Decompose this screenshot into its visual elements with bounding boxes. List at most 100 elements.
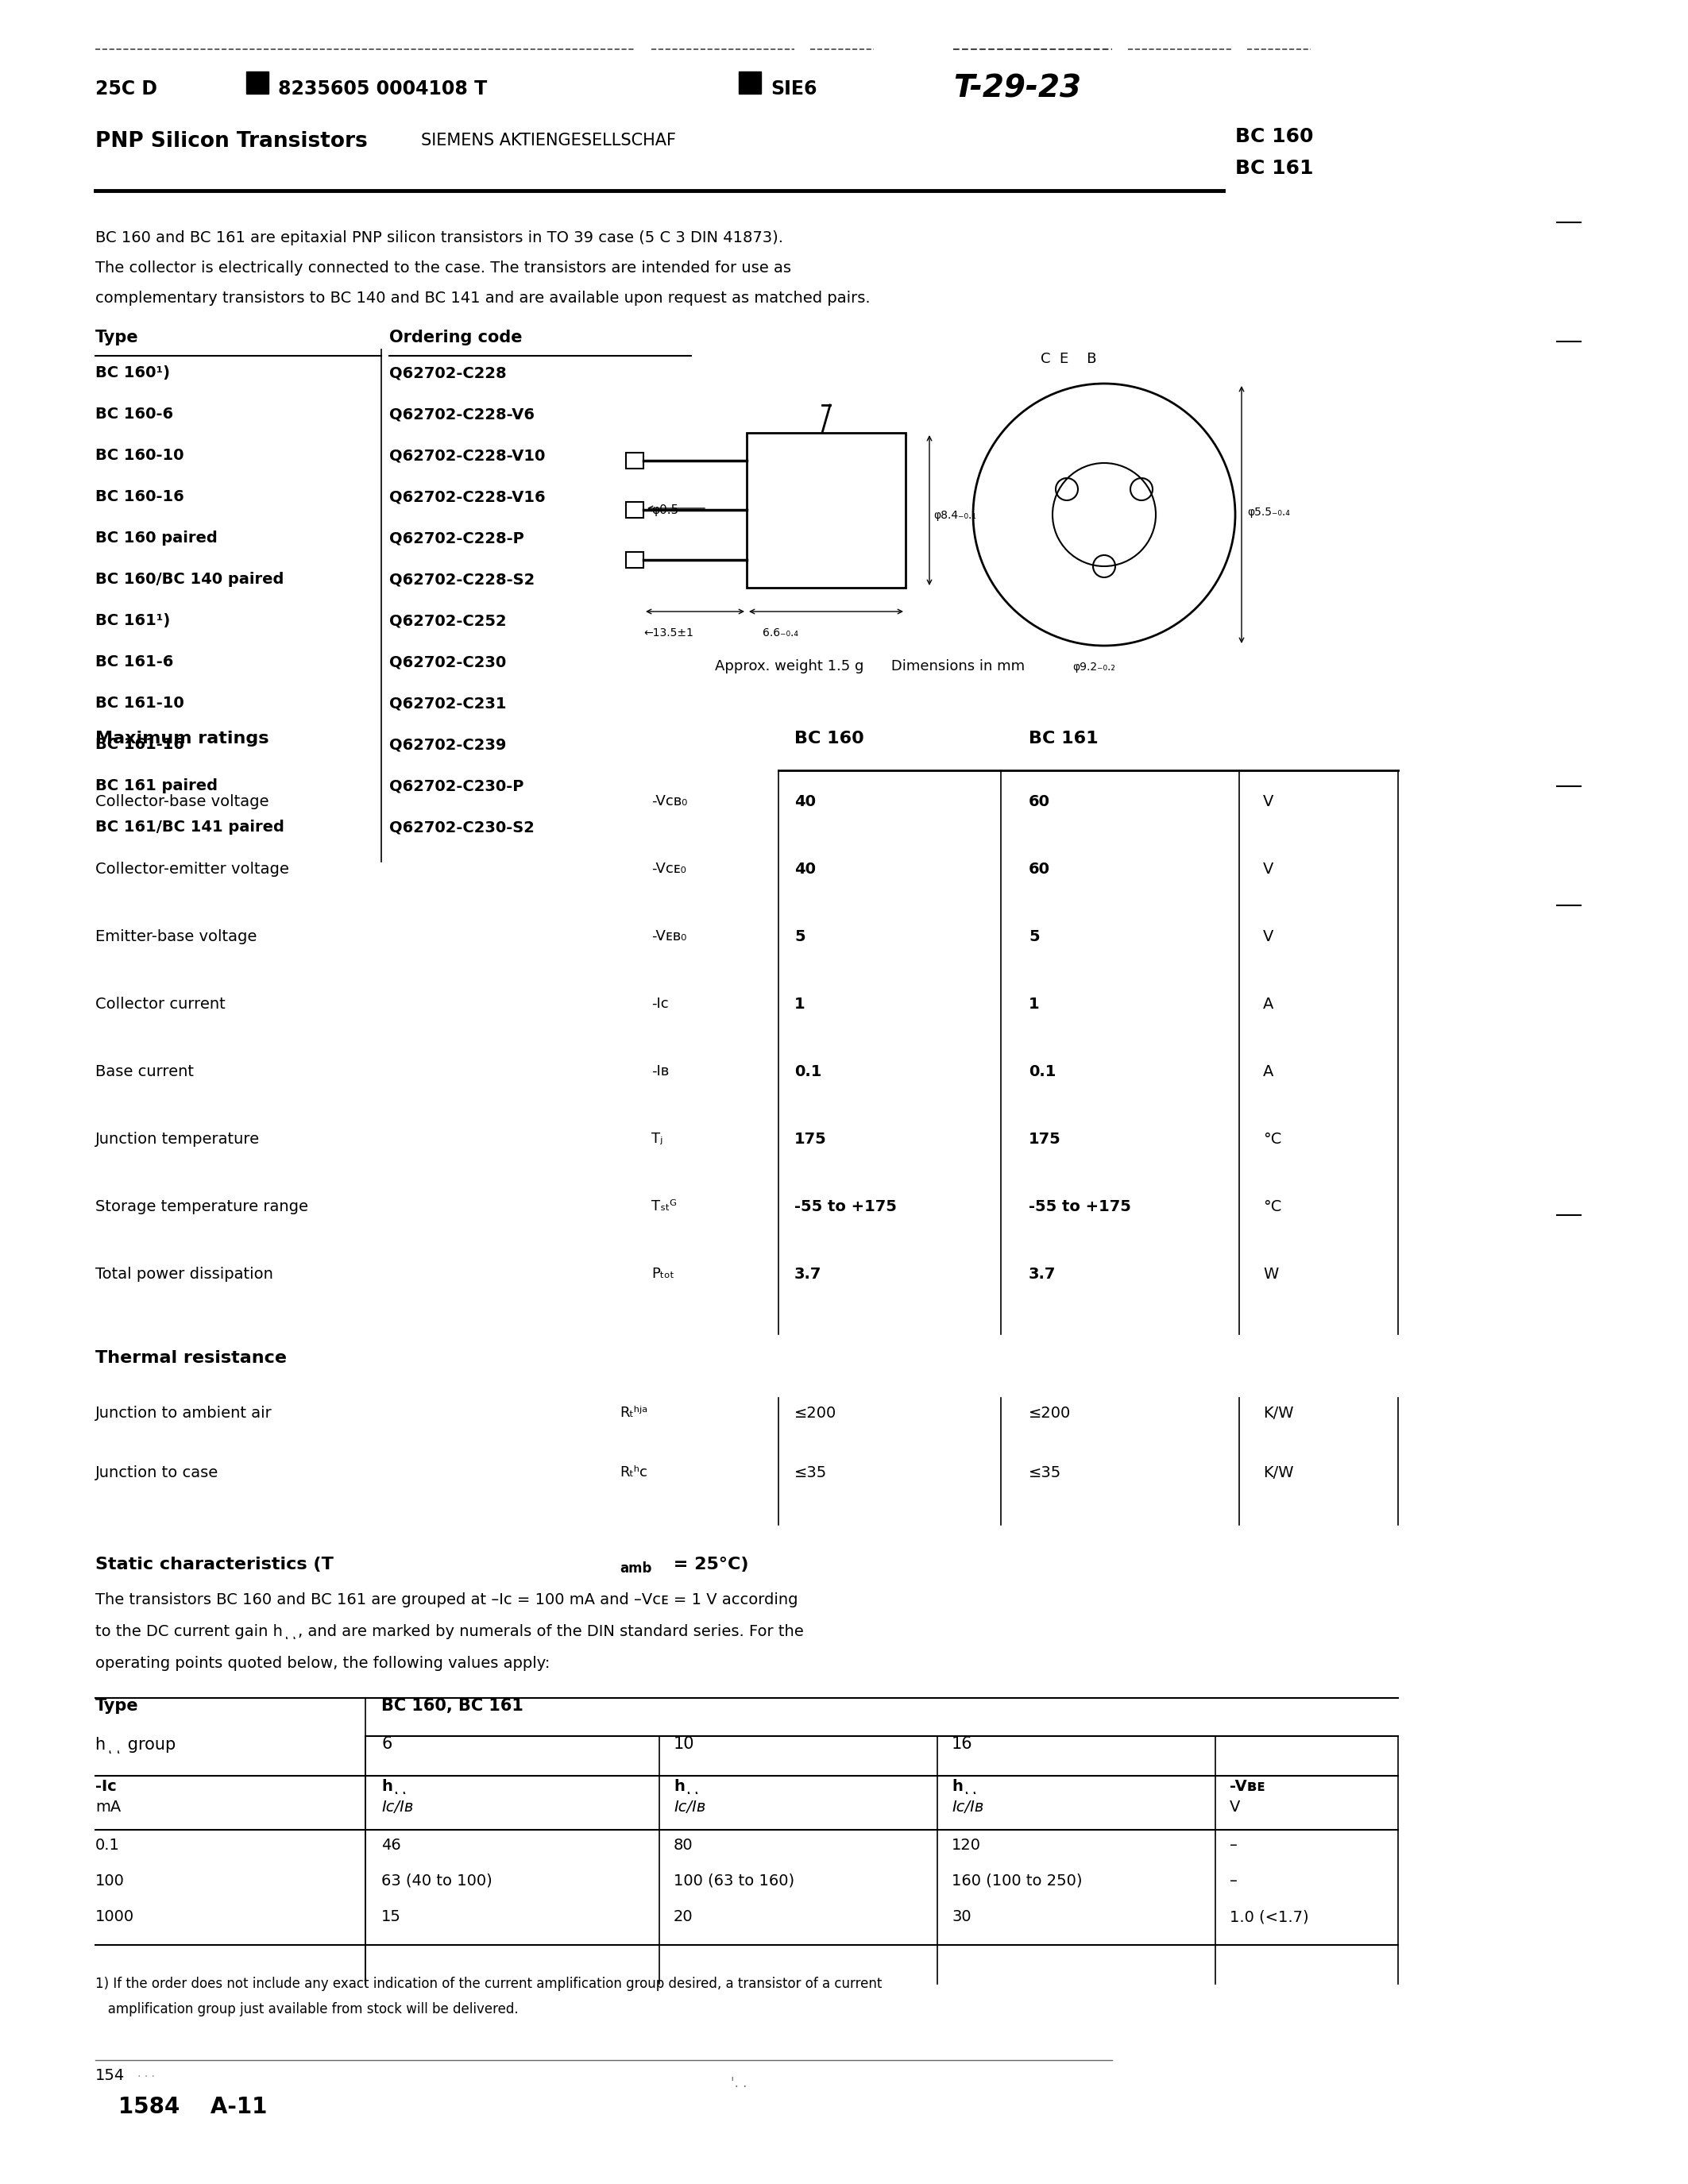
Text: Static characteristics (T: Static characteristics (T bbox=[95, 1557, 334, 1572]
Text: 5: 5 bbox=[1028, 928, 1040, 943]
Bar bbox=[739, 72, 761, 94]
Text: BC 160¹): BC 160¹) bbox=[95, 365, 170, 380]
Text: '. .: '. . bbox=[731, 2077, 748, 2090]
Text: 1.0 (<1.7): 1.0 (<1.7) bbox=[1229, 1909, 1308, 1924]
Text: Tⱼ: Tⱼ bbox=[652, 1131, 663, 1147]
Text: Thermal resistance: Thermal resistance bbox=[95, 1350, 287, 1365]
Text: -Vᴇʙ₀: -Vᴇʙ₀ bbox=[652, 928, 687, 943]
Text: -55 to +175: -55 to +175 bbox=[795, 1199, 896, 1214]
Text: A: A bbox=[1263, 996, 1274, 1011]
Text: to the DC current gain hιι, and are marked by numerals of the DIN standard serie: to the DC current gain hιι, and are mark… bbox=[95, 1625, 803, 1640]
Text: 10: 10 bbox=[674, 1736, 695, 1752]
Text: Type: Type bbox=[95, 1697, 138, 1714]
Text: 100: 100 bbox=[95, 1874, 125, 1889]
Text: V: V bbox=[1263, 928, 1274, 943]
Bar bbox=[746, 432, 905, 587]
Text: 8235605 0004108 T: 8235605 0004108 T bbox=[279, 79, 488, 98]
Text: -Vᴄʙ₀: -Vᴄʙ₀ bbox=[652, 795, 687, 808]
Text: BC 160 paired: BC 160 paired bbox=[95, 531, 218, 546]
Text: Q62702-C228-V6: Q62702-C228-V6 bbox=[390, 406, 535, 422]
Text: hιι: hιι bbox=[674, 1780, 701, 1793]
Bar bbox=[246, 72, 268, 94]
Text: Q62702-C228-V16: Q62702-C228-V16 bbox=[390, 489, 545, 505]
Text: Collector-base voltage: Collector-base voltage bbox=[95, 795, 268, 810]
Text: Pₜₒₜ: Pₜₒₜ bbox=[652, 1267, 674, 1282]
Text: V: V bbox=[1229, 1800, 1241, 1815]
Text: Junction to ambient air: Junction to ambient air bbox=[95, 1406, 272, 1422]
Text: BC 160, BC 161: BC 160, BC 161 bbox=[381, 1697, 523, 1714]
Text: . . .: . . . bbox=[127, 2068, 155, 2079]
Text: C  E    B: C E B bbox=[1040, 352, 1097, 367]
Text: φ9.2₋₀.₂: φ9.2₋₀.₂ bbox=[1072, 662, 1116, 673]
Text: Junction temperature: Junction temperature bbox=[95, 1131, 260, 1147]
Text: 5: 5 bbox=[795, 928, 805, 943]
Text: -Iʙ: -Iʙ bbox=[652, 1064, 668, 1079]
Text: BC 161¹): BC 161¹) bbox=[95, 614, 170, 629]
Text: 175: 175 bbox=[1028, 1131, 1062, 1147]
Text: BC 161-16: BC 161-16 bbox=[95, 736, 184, 751]
Text: A: A bbox=[1263, 1064, 1274, 1079]
Text: BC 160: BC 160 bbox=[1236, 127, 1313, 146]
Text: operating points quoted below, the following values apply:: operating points quoted below, the follo… bbox=[95, 1655, 550, 1671]
Text: 60: 60 bbox=[1028, 795, 1050, 810]
Text: –: – bbox=[1229, 1837, 1237, 1852]
Text: V: V bbox=[1263, 795, 1274, 810]
Text: ≤35: ≤35 bbox=[795, 1465, 827, 1481]
Text: Collector current: Collector current bbox=[95, 996, 226, 1011]
Text: –: – bbox=[1229, 1874, 1237, 1889]
Text: Collector-emitter voltage: Collector-emitter voltage bbox=[95, 863, 289, 876]
Text: SIEMENS AKTIENGESELLSCHAF: SIEMENS AKTIENGESELLSCHAF bbox=[420, 133, 675, 149]
Text: Emitter-base voltage: Emitter-base voltage bbox=[95, 928, 257, 943]
Text: Junction to case: Junction to case bbox=[95, 1465, 219, 1481]
Bar bbox=[626, 502, 643, 518]
Text: = 25°C): = 25°C) bbox=[667, 1557, 749, 1572]
Text: Approx. weight 1.5 g      Dimensions in mm: Approx. weight 1.5 g Dimensions in mm bbox=[716, 660, 1025, 673]
Text: T-29-23: T-29-23 bbox=[954, 72, 1080, 103]
Text: ←13.5±1: ←13.5±1 bbox=[643, 627, 694, 638]
Text: Q62702-C230-S2: Q62702-C230-S2 bbox=[390, 819, 535, 834]
Text: Ordering code: Ordering code bbox=[390, 330, 522, 345]
Text: 100 (63 to 160): 100 (63 to 160) bbox=[674, 1874, 795, 1889]
Text: 60: 60 bbox=[1028, 863, 1050, 876]
Text: 175: 175 bbox=[795, 1131, 827, 1147]
Text: 3.7: 3.7 bbox=[795, 1267, 822, 1282]
Text: 160 (100 to 250): 160 (100 to 250) bbox=[952, 1874, 1082, 1889]
Text: The transistors BC 160 and BC 161 are grouped at –Iᴄ = 100 mA and –Vᴄᴇ = 1 V acc: The transistors BC 160 and BC 161 are gr… bbox=[95, 1592, 798, 1607]
Text: BC 161-6: BC 161-6 bbox=[95, 655, 174, 670]
Text: Q62702-C239: Q62702-C239 bbox=[390, 736, 506, 751]
Text: K/W: K/W bbox=[1263, 1406, 1293, 1422]
Text: Iᴄ/Iʙ: Iᴄ/Iʙ bbox=[674, 1800, 706, 1815]
Text: °C: °C bbox=[1263, 1131, 1281, 1147]
Text: hιι: hιι bbox=[381, 1780, 408, 1793]
Text: BC 161/BC 141 paired: BC 161/BC 141 paired bbox=[95, 819, 284, 834]
Text: 3.7: 3.7 bbox=[1028, 1267, 1057, 1282]
Text: BC 160 and BC 161 are epitaxial PNP silicon transistors in TO 39 case (5 C 3 DIN: BC 160 and BC 161 are epitaxial PNP sili… bbox=[95, 229, 783, 245]
Text: 1000: 1000 bbox=[95, 1909, 135, 1924]
Text: 20: 20 bbox=[674, 1909, 694, 1924]
Text: 6: 6 bbox=[381, 1736, 392, 1752]
Text: BC 161 paired: BC 161 paired bbox=[95, 778, 218, 793]
Text: 0.1: 0.1 bbox=[95, 1837, 120, 1852]
Text: Q62702-C228-P: Q62702-C228-P bbox=[390, 531, 523, 546]
Text: φ0.5: φ0.5 bbox=[652, 505, 679, 515]
Text: 30: 30 bbox=[952, 1909, 971, 1924]
Text: BC 160: BC 160 bbox=[795, 732, 864, 747]
Text: 0.1: 0.1 bbox=[795, 1064, 822, 1079]
Text: Iᴄ/Iʙ: Iᴄ/Iʙ bbox=[952, 1800, 984, 1815]
Bar bbox=[626, 553, 643, 568]
Text: BC 160/BC 140 paired: BC 160/BC 140 paired bbox=[95, 572, 284, 587]
Text: Q62702-C230: Q62702-C230 bbox=[390, 655, 506, 670]
Text: 1: 1 bbox=[795, 996, 805, 1011]
Text: Type: Type bbox=[95, 330, 138, 345]
Text: BC 161: BC 161 bbox=[1236, 159, 1313, 177]
Text: 16: 16 bbox=[952, 1736, 972, 1752]
Text: Q62702-C230-P: Q62702-C230-P bbox=[390, 778, 523, 793]
Text: 0.1: 0.1 bbox=[1028, 1064, 1057, 1079]
Text: -55 to +175: -55 to +175 bbox=[1028, 1199, 1131, 1214]
Text: -Vᴄᴇ₀: -Vᴄᴇ₀ bbox=[652, 863, 687, 876]
Text: Rₜʰʲᵃ: Rₜʰʲᵃ bbox=[619, 1406, 648, 1420]
Text: 1: 1 bbox=[1028, 996, 1040, 1011]
Text: Q62702-C228: Q62702-C228 bbox=[390, 365, 506, 380]
Text: 1) If the order does not include any exact indication of the current amplificati: 1) If the order does not include any exa… bbox=[95, 1977, 883, 1992]
Text: -Vʙᴇ: -Vʙᴇ bbox=[1229, 1780, 1266, 1793]
